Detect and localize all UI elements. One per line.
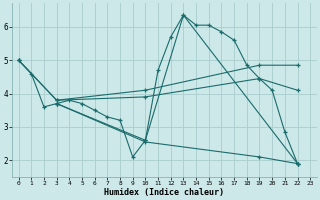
X-axis label: Humidex (Indice chaleur): Humidex (Indice chaleur) — [104, 188, 224, 197]
